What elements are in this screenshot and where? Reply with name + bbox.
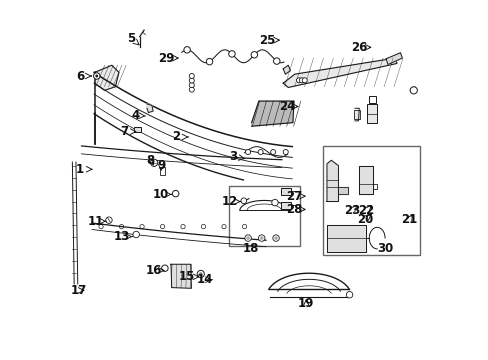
Text: 11: 11 <box>87 215 103 228</box>
Text: 13: 13 <box>114 230 130 243</box>
Circle shape <box>105 217 112 224</box>
Circle shape <box>244 235 251 241</box>
Circle shape <box>206 58 212 65</box>
Text: 1: 1 <box>75 163 83 176</box>
Text: 30: 30 <box>376 242 392 255</box>
Text: 27: 27 <box>285 190 302 203</box>
Text: 8: 8 <box>146 154 154 167</box>
Circle shape <box>241 198 246 204</box>
Polygon shape <box>147 104 153 113</box>
Circle shape <box>302 78 306 83</box>
Circle shape <box>346 292 352 298</box>
Circle shape <box>296 78 301 83</box>
Circle shape <box>245 149 250 154</box>
Circle shape <box>162 265 168 271</box>
Bar <box>159 167 165 175</box>
Circle shape <box>258 235 264 241</box>
Text: 14: 14 <box>197 273 213 286</box>
Circle shape <box>150 159 158 166</box>
Circle shape <box>172 190 179 197</box>
Text: 29: 29 <box>158 51 174 64</box>
Circle shape <box>189 82 194 87</box>
Bar <box>281 188 290 195</box>
Bar <box>368 96 376 103</box>
Text: 5: 5 <box>127 32 135 45</box>
Text: 28: 28 <box>285 203 302 216</box>
Circle shape <box>409 87 416 94</box>
Polygon shape <box>94 65 119 90</box>
Text: 20: 20 <box>356 213 372 226</box>
Text: 19: 19 <box>297 297 314 310</box>
Circle shape <box>189 78 194 83</box>
Polygon shape <box>171 264 191 288</box>
Circle shape <box>260 236 263 240</box>
Text: 23: 23 <box>343 204 360 217</box>
Text: 3: 3 <box>229 150 237 163</box>
Polygon shape <box>283 65 290 74</box>
Circle shape <box>299 78 304 83</box>
Circle shape <box>199 272 202 276</box>
Text: 10: 10 <box>153 188 169 201</box>
Polygon shape <box>386 53 402 64</box>
Text: 18: 18 <box>242 242 259 255</box>
Circle shape <box>258 149 263 154</box>
Text: 26: 26 <box>350 41 366 54</box>
Circle shape <box>133 231 139 238</box>
Circle shape <box>271 199 278 206</box>
Text: 22: 22 <box>358 204 374 217</box>
Polygon shape <box>338 187 348 194</box>
Text: 12: 12 <box>222 195 238 208</box>
Text: 24: 24 <box>278 100 294 113</box>
Polygon shape <box>326 160 338 202</box>
Text: 15: 15 <box>179 270 195 283</box>
Polygon shape <box>251 101 293 126</box>
Circle shape <box>189 87 194 92</box>
Bar <box>323 146 419 255</box>
Polygon shape <box>326 225 366 252</box>
Circle shape <box>273 58 280 64</box>
Bar <box>228 186 299 246</box>
Polygon shape <box>283 58 396 87</box>
Circle shape <box>251 51 257 58</box>
Text: 25: 25 <box>259 33 275 47</box>
Circle shape <box>246 236 249 240</box>
Circle shape <box>183 46 190 53</box>
Bar <box>134 127 140 132</box>
Text: 16: 16 <box>145 264 162 277</box>
Text: 7: 7 <box>120 125 128 138</box>
Circle shape <box>274 236 277 240</box>
Circle shape <box>189 73 194 78</box>
Circle shape <box>283 149 287 154</box>
Circle shape <box>197 270 204 278</box>
Text: 4: 4 <box>131 109 139 122</box>
Text: 6: 6 <box>76 69 84 82</box>
Bar <box>353 110 359 119</box>
Circle shape <box>228 51 235 57</box>
Circle shape <box>95 75 98 77</box>
Text: 2: 2 <box>172 130 180 144</box>
Bar <box>366 104 376 123</box>
Text: 17: 17 <box>71 284 87 297</box>
Bar <box>281 202 290 209</box>
Polygon shape <box>359 166 372 194</box>
Text: 21: 21 <box>401 213 417 226</box>
Circle shape <box>272 235 279 241</box>
Text: 9: 9 <box>157 159 165 172</box>
Circle shape <box>93 73 100 79</box>
Circle shape <box>270 149 275 154</box>
